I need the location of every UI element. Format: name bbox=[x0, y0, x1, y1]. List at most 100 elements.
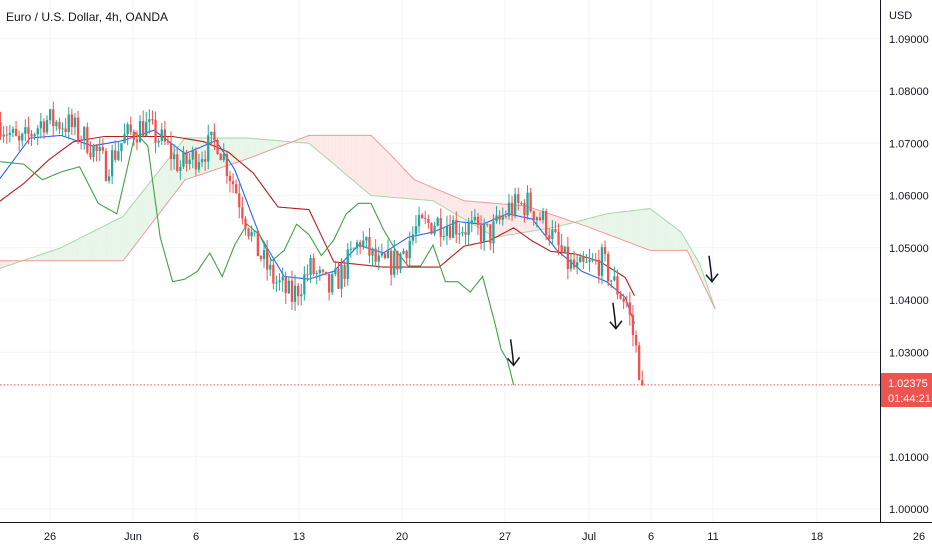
candle bbox=[315, 270, 318, 285]
candle bbox=[380, 243, 383, 258]
candle-body bbox=[579, 256, 582, 263]
candle-body bbox=[458, 233, 461, 235]
candle bbox=[76, 110, 80, 144]
cloud-segment bbox=[659, 215, 663, 251]
cloud-segment bbox=[429, 186, 433, 201]
time-axis-label: 20 bbox=[396, 531, 408, 543]
cloud-segment bbox=[0, 260, 3, 269]
price-axis-label: 1.05000 bbox=[889, 243, 929, 255]
cloud-segment bbox=[172, 149, 176, 197]
candle bbox=[64, 118, 67, 138]
candle bbox=[514, 187, 517, 219]
candle bbox=[610, 279, 613, 288]
cloud-segment bbox=[126, 208, 130, 257]
candle-body bbox=[21, 133, 24, 141]
candle bbox=[176, 146, 179, 173]
cloud-segment bbox=[135, 196, 139, 245]
candle bbox=[343, 261, 346, 288]
arrow-shaft bbox=[708, 255, 713, 282]
candle bbox=[448, 214, 452, 241]
time-axis-label: 13 bbox=[293, 531, 305, 543]
cloud-segment bbox=[516, 205, 520, 234]
cloud-segment bbox=[129, 204, 133, 253]
candle-body bbox=[603, 247, 607, 255]
candle bbox=[235, 179, 238, 194]
cloud-segment bbox=[619, 211, 623, 240]
cloud-segment bbox=[76, 238, 80, 261]
candle bbox=[123, 123, 126, 144]
candle-body bbox=[414, 226, 418, 235]
candle bbox=[517, 187, 520, 211]
arrow-shaft bbox=[509, 339, 515, 366]
candle-body bbox=[259, 256, 263, 259]
candle bbox=[331, 272, 334, 295]
candle-body bbox=[541, 210, 545, 221]
candle-body bbox=[545, 210, 548, 236]
candle bbox=[95, 143, 98, 162]
candle-body bbox=[359, 242, 362, 248]
candle bbox=[194, 147, 197, 176]
price-axis-label: 1.04000 bbox=[889, 295, 929, 307]
candle-body bbox=[495, 215, 498, 222]
time-axis-label: 26 bbox=[913, 531, 925, 543]
candle-body bbox=[160, 129, 163, 141]
candle-body bbox=[92, 145, 95, 158]
candle-body bbox=[64, 128, 67, 132]
cloud-segment bbox=[318, 135, 322, 154]
candle-body bbox=[312, 257, 315, 275]
candle-body bbox=[225, 154, 228, 176]
candle-body bbox=[182, 151, 185, 167]
cloud-segment bbox=[107, 222, 111, 261]
candle bbox=[393, 240, 396, 278]
candle-body bbox=[622, 298, 625, 302]
cloud-segment bbox=[110, 221, 114, 261]
cloud-segment bbox=[460, 199, 464, 220]
candle bbox=[324, 271, 328, 276]
candle bbox=[275, 275, 278, 292]
candle bbox=[337, 261, 340, 289]
candle-body bbox=[138, 120, 142, 143]
candle bbox=[49, 108, 52, 125]
cloud-segment bbox=[560, 217, 564, 227]
price-tag: 1.02375 01:44:21 bbox=[881, 373, 932, 407]
arrow-head bbox=[705, 273, 719, 283]
cloud-segment bbox=[268, 139, 272, 151]
candle-body bbox=[272, 264, 275, 284]
candle bbox=[591, 253, 594, 263]
cloud-segment bbox=[662, 217, 666, 251]
cloud-segment bbox=[668, 222, 672, 251]
cloud-segment bbox=[547, 213, 551, 229]
cloud-segment bbox=[259, 139, 263, 155]
price-axis[interactable] bbox=[881, 0, 932, 523]
time-axis-label: 18 bbox=[811, 531, 823, 543]
price-axis-label: 1.08000 bbox=[889, 86, 929, 98]
candle-body bbox=[417, 214, 421, 227]
candle bbox=[24, 119, 27, 142]
time-axis-label: 6 bbox=[193, 531, 199, 543]
candle-body bbox=[275, 282, 278, 284]
cloud-segment bbox=[557, 216, 561, 227]
candle-body bbox=[408, 240, 411, 259]
candle-body bbox=[315, 273, 318, 275]
candle-body bbox=[197, 162, 201, 170]
candle bbox=[355, 239, 359, 256]
candle bbox=[399, 252, 402, 274]
candle-body bbox=[244, 218, 247, 229]
candle bbox=[510, 195, 514, 222]
candle bbox=[225, 151, 228, 184]
candle-body bbox=[551, 229, 554, 239]
cloud-segment bbox=[113, 219, 117, 261]
cloud-segment bbox=[643, 208, 647, 250]
candle bbox=[548, 228, 551, 246]
candle bbox=[340, 258, 343, 298]
cloud-segment bbox=[88, 232, 92, 261]
candle-body bbox=[582, 256, 585, 262]
candle-body bbox=[95, 145, 98, 152]
time-axis[interactable] bbox=[0, 523, 932, 550]
candle-body bbox=[8, 132, 11, 136]
candle-body bbox=[39, 121, 42, 129]
candle-body bbox=[2, 134, 5, 137]
cloud-segment bbox=[439, 190, 443, 207]
candles[interactable] bbox=[0, 101, 644, 387]
